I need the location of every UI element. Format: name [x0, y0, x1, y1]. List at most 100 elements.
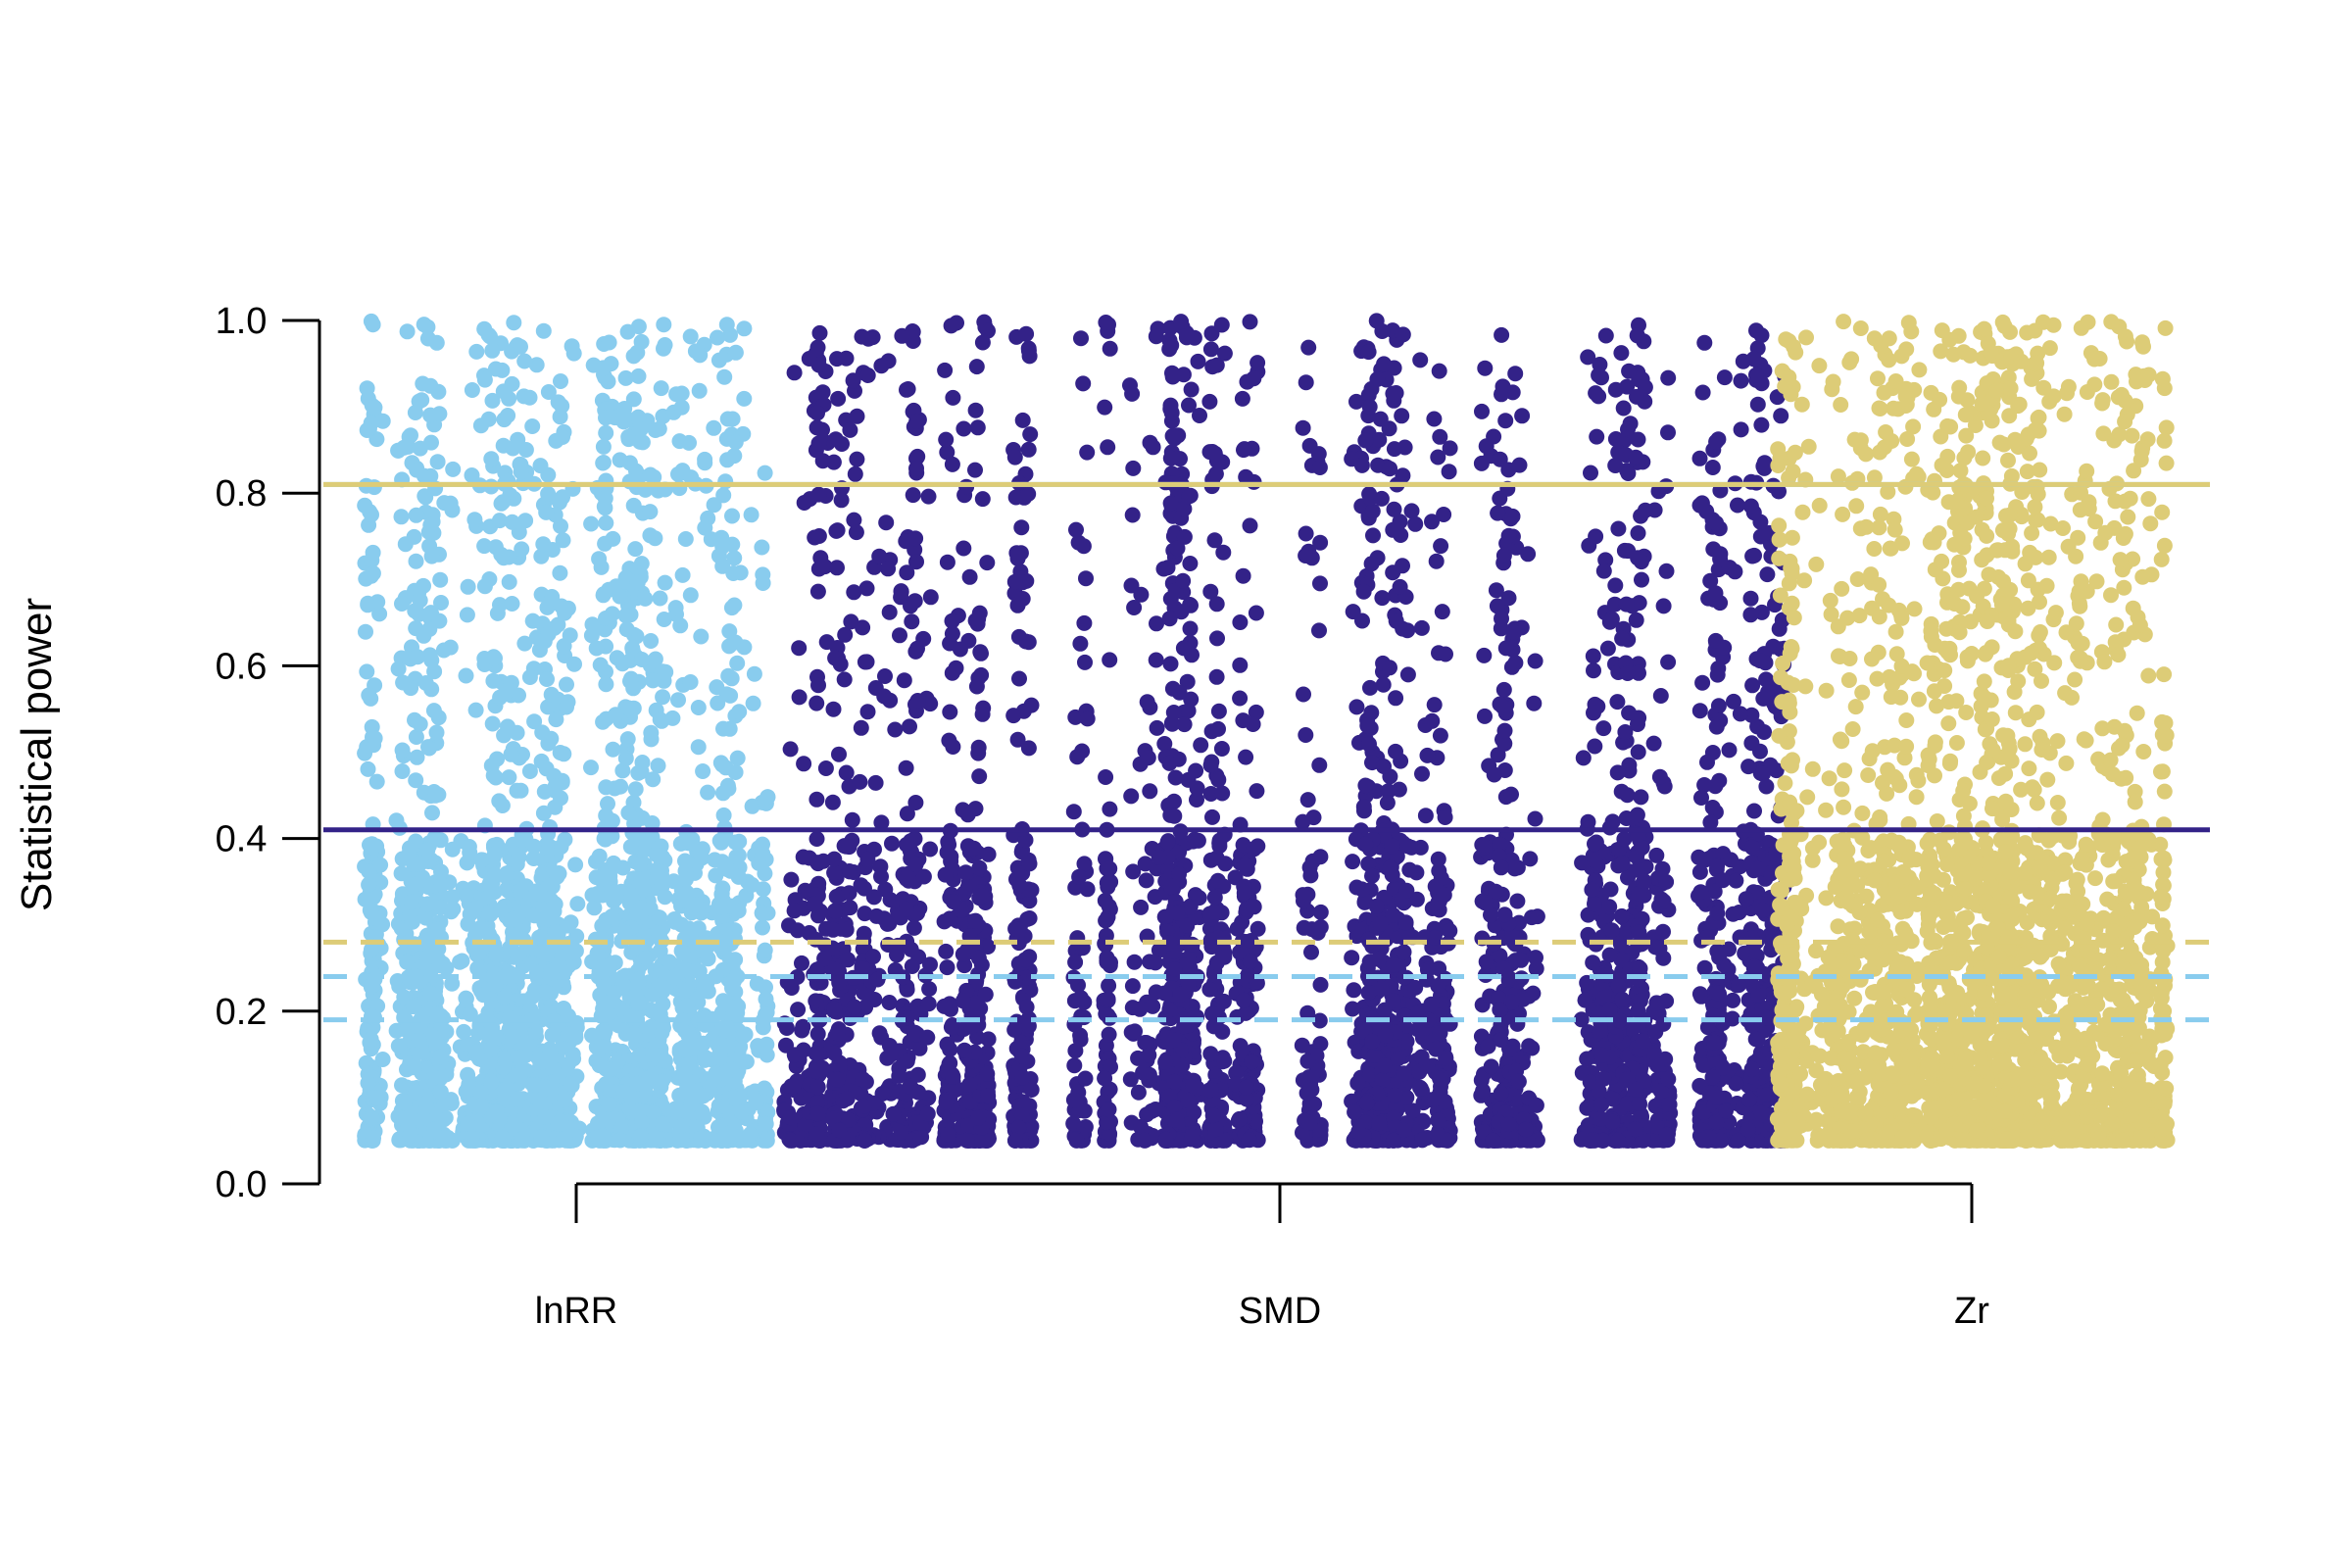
data-point: [1208, 596, 1225, 612]
data-point: [1102, 340, 1118, 357]
data-point: [612, 588, 628, 605]
data-point: [533, 548, 550, 564]
data-point: [516, 353, 533, 369]
data-point: [711, 1050, 728, 1066]
data-point: [690, 700, 707, 715]
data-point: [497, 989, 514, 1005]
data-point: [655, 689, 671, 706]
data-point: [697, 451, 713, 467]
data-point: [484, 392, 501, 409]
data-point: [1298, 548, 1314, 564]
data-point: [945, 389, 961, 406]
data-point: [614, 762, 631, 779]
data-point: [517, 513, 534, 529]
data-point: [1710, 698, 1727, 714]
data-point: [464, 1130, 480, 1147]
data-point: [939, 554, 956, 570]
data-point: [1514, 408, 1531, 424]
data-point: [971, 768, 988, 785]
data-point: [591, 551, 608, 567]
data-point: [700, 950, 716, 966]
data-point: [562, 945, 578, 961]
data-point: [877, 668, 893, 684]
data-point: [1364, 867, 1380, 884]
data-point: [1101, 977, 1117, 994]
data-point: [710, 329, 725, 346]
data-point: [849, 451, 865, 467]
data-point: [497, 1054, 514, 1069]
data-point: [836, 671, 853, 688]
data-point: [639, 833, 656, 850]
data-point: [896, 672, 912, 689]
data-point: [513, 338, 528, 355]
data-point: [1312, 575, 1328, 592]
data-point: [731, 704, 748, 720]
data-point: [557, 1092, 573, 1108]
data-point: [505, 440, 521, 457]
data-point: [606, 855, 622, 871]
data-point: [1020, 441, 1037, 458]
data-point: [368, 1090, 385, 1106]
data-point: [955, 802, 971, 818]
data-point: [650, 758, 666, 774]
data-point: [710, 1119, 726, 1136]
data-point: [487, 977, 504, 994]
data-point: [422, 407, 439, 423]
data-point: [1298, 727, 1314, 743]
data-point: [1344, 950, 1360, 966]
data-point: [407, 603, 423, 619]
data-point: [511, 849, 527, 865]
data-point: [967, 402, 984, 418]
data-point: [706, 1072, 722, 1088]
data-point: [461, 839, 477, 855]
data-point: [645, 771, 662, 788]
data-point: [408, 1084, 424, 1101]
data-point: [1232, 690, 1249, 707]
data-point: [601, 334, 617, 351]
data-point: [589, 886, 606, 903]
data-point: [647, 422, 663, 438]
data-point: [559, 676, 574, 693]
data-point: [533, 1129, 550, 1146]
data-point: [601, 957, 617, 973]
data-point: [711, 1099, 728, 1115]
data-point: [1125, 460, 1142, 476]
data-point: [531, 929, 548, 946]
data-point: [535, 536, 552, 553]
data-point: [418, 1099, 435, 1114]
data-point: [409, 462, 425, 478]
data-point: [1628, 612, 1644, 628]
data-point: [421, 740, 437, 757]
data-point: [1348, 393, 1364, 410]
data-point: [1311, 622, 1327, 639]
series-lnrr: [357, 313, 776, 1149]
data-point: [484, 342, 501, 359]
data-point: [655, 996, 671, 1012]
data-point: [487, 361, 504, 377]
data-point: [1311, 757, 1328, 773]
data-point: [666, 1101, 683, 1117]
data-point: [430, 383, 447, 400]
data-point: [366, 1130, 381, 1147]
data-point: [758, 979, 773, 996]
data-point: [642, 504, 659, 520]
data-point: [668, 386, 685, 403]
data-point: [825, 701, 842, 717]
data-point: [736, 320, 753, 337]
data-point: [371, 606, 388, 622]
data-point: [422, 516, 439, 533]
data-point: [598, 676, 614, 693]
data-point: [690, 920, 707, 937]
data-point: [754, 539, 770, 556]
data-point: [697, 519, 713, 536]
data-point: [517, 442, 534, 458]
data-point: [1696, 334, 1713, 351]
data-point: [605, 741, 621, 758]
data-point: [598, 1008, 614, 1025]
data-point: [695, 763, 711, 779]
data-point: [677, 531, 694, 547]
data-point: [419, 318, 436, 335]
data-point: [731, 833, 748, 850]
data-point: [733, 1103, 750, 1120]
data-point: [1434, 604, 1450, 620]
